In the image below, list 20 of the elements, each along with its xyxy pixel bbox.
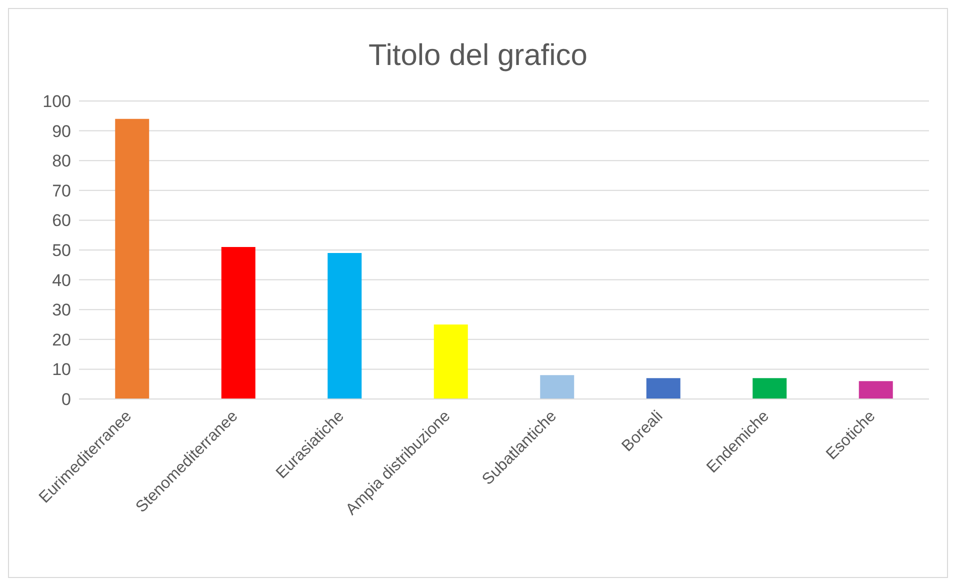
y-tick-label: 50 (52, 241, 71, 260)
y-tick-label: 40 (52, 270, 71, 290)
y-tick-label: 0 (62, 390, 71, 410)
bar (434, 324, 468, 399)
y-tick-label: 70 (52, 181, 71, 200)
bar (752, 378, 787, 399)
bar (221, 247, 256, 399)
chart-title: Titolo del grafico (368, 38, 588, 74)
y-tick-label: 10 (52, 360, 71, 380)
bar (328, 252, 362, 399)
y-tick-label: 30 (52, 300, 71, 320)
y-tick-label: 60 (52, 211, 71, 230)
y-tick-label: 90 (52, 122, 71, 141)
bar (540, 375, 574, 399)
y-tick-label: 20 (52, 330, 71, 350)
y-tick-label: 100 (42, 92, 71, 112)
bar (858, 381, 893, 399)
y-tick-label: 80 (52, 152, 71, 171)
bar (115, 118, 150, 399)
bar (646, 378, 680, 399)
